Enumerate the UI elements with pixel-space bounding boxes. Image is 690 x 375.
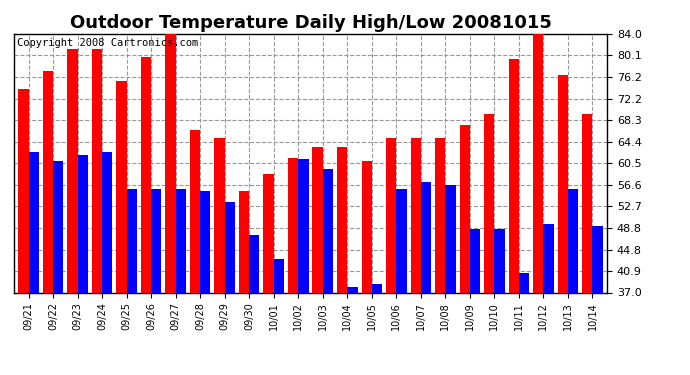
Bar [92, 49, 102, 375]
Bar [593, 226, 603, 375]
Bar [372, 284, 382, 375]
Bar [18, 89, 28, 375]
Bar [411, 138, 421, 375]
Bar [544, 224, 554, 375]
Bar [362, 162, 372, 375]
Bar [77, 155, 88, 375]
Bar [323, 169, 333, 375]
Text: Copyright 2008 Cartronics.com: Copyright 2008 Cartronics.com [17, 38, 198, 48]
Bar [470, 229, 480, 375]
Bar [484, 114, 495, 375]
Bar [225, 202, 235, 375]
Bar [264, 174, 274, 375]
Bar [337, 147, 347, 375]
Bar [67, 49, 77, 375]
Bar [396, 189, 406, 375]
Bar [249, 235, 259, 375]
Bar [151, 189, 161, 375]
Bar [166, 31, 176, 375]
Bar [421, 182, 431, 375]
Bar [495, 229, 504, 375]
Bar [298, 159, 308, 375]
Bar [568, 189, 578, 375]
Bar [176, 189, 186, 375]
Bar [460, 124, 470, 375]
Bar [582, 114, 593, 375]
Bar [445, 185, 455, 375]
Title: Outdoor Temperature Daily High/Low 20081015: Outdoor Temperature Daily High/Low 20081… [70, 14, 551, 32]
Bar [43, 71, 53, 375]
Bar [533, 34, 544, 375]
Bar [274, 260, 284, 375]
Bar [190, 130, 200, 375]
Bar [509, 58, 519, 375]
Bar [288, 158, 298, 375]
Bar [141, 57, 151, 375]
Bar [435, 138, 445, 375]
Bar [117, 81, 126, 375]
Bar [386, 138, 396, 375]
Bar [28, 152, 39, 375]
Bar [126, 189, 137, 375]
Bar [239, 190, 249, 375]
Bar [313, 147, 323, 375]
Bar [102, 152, 112, 375]
Bar [347, 287, 357, 375]
Bar [215, 138, 225, 375]
Bar [200, 190, 210, 375]
Bar [558, 75, 568, 375]
Bar [519, 273, 529, 375]
Bar [53, 162, 63, 375]
